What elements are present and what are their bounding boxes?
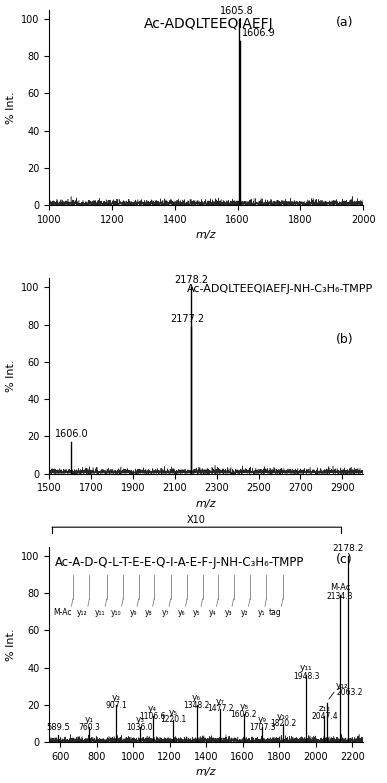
Text: y₄: y₄ bbox=[148, 705, 157, 713]
Text: 1820.2: 1820.2 bbox=[270, 720, 296, 728]
Text: 2134.3: 2134.3 bbox=[327, 592, 353, 601]
Text: y₁₂: y₁₂ bbox=[77, 608, 88, 617]
Text: z₁₂: z₁₂ bbox=[319, 705, 330, 713]
Text: 1477.2: 1477.2 bbox=[207, 705, 233, 713]
Text: 2047.4: 2047.4 bbox=[311, 712, 338, 721]
Text: tag: tag bbox=[269, 608, 281, 617]
Text: Ac-ADQLTEEQIAEFJ-NH-C₃H₆-TMPP: Ac-ADQLTEEQIAEFJ-NH-C₃H₆-TMPP bbox=[187, 284, 373, 294]
Text: y₁: y₁ bbox=[257, 608, 265, 617]
Text: 1220.1: 1220.1 bbox=[160, 716, 187, 724]
X-axis label: m/z: m/z bbox=[196, 230, 216, 240]
Text: 2178.2: 2178.2 bbox=[174, 275, 208, 285]
Text: y₉: y₉ bbox=[130, 608, 137, 617]
Text: 2177.2: 2177.2 bbox=[170, 314, 204, 324]
Text: 589.5: 589.5 bbox=[46, 723, 70, 732]
Text: 1606.0: 1606.0 bbox=[55, 429, 88, 439]
Text: 760.3: 760.3 bbox=[79, 723, 100, 732]
Text: y₈: y₈ bbox=[239, 702, 248, 712]
Text: y₈: y₈ bbox=[145, 608, 152, 617]
Text: y₂: y₂ bbox=[112, 693, 121, 702]
Text: Ac-ADQLTEEQIAEFJ: Ac-ADQLTEEQIAEFJ bbox=[144, 17, 273, 31]
Text: y₂: y₂ bbox=[241, 608, 248, 617]
Y-axis label: % Int.: % Int. bbox=[5, 628, 15, 661]
Text: 1606.2: 1606.2 bbox=[231, 710, 257, 719]
Text: y₁₀: y₁₀ bbox=[277, 712, 289, 721]
X-axis label: m/z: m/z bbox=[196, 767, 216, 778]
Text: y₃: y₃ bbox=[135, 716, 144, 724]
Text: y₇: y₇ bbox=[216, 697, 225, 705]
Text: y₁₀: y₁₀ bbox=[111, 608, 122, 617]
Text: y₅: y₅ bbox=[169, 708, 178, 717]
Text: 907.1: 907.1 bbox=[105, 701, 127, 709]
Y-axis label: % Int.: % Int. bbox=[5, 359, 15, 392]
Text: 1036.0: 1036.0 bbox=[127, 723, 153, 732]
Text: y₁: y₁ bbox=[85, 716, 94, 724]
Text: (b): (b) bbox=[336, 333, 354, 346]
Text: y₇: y₇ bbox=[161, 608, 169, 617]
Text: 1606.9: 1606.9 bbox=[242, 28, 276, 38]
Text: M-Ac: M-Ac bbox=[53, 608, 71, 617]
Text: y₅: y₅ bbox=[193, 608, 201, 617]
Text: 2178.2: 2178.2 bbox=[332, 544, 364, 554]
Text: 1707.3: 1707.3 bbox=[249, 723, 276, 732]
Text: 1948.3: 1948.3 bbox=[293, 672, 320, 680]
Y-axis label: % Int.: % Int. bbox=[5, 91, 15, 124]
Text: y₉: y₉ bbox=[258, 716, 267, 724]
Text: X10: X10 bbox=[187, 515, 206, 525]
Text: (a): (a) bbox=[336, 16, 354, 28]
Text: 2063.2: 2063.2 bbox=[336, 688, 363, 698]
Text: y₃: y₃ bbox=[224, 608, 232, 617]
Text: M-Ac: M-Ac bbox=[330, 583, 350, 592]
Text: y₆: y₆ bbox=[192, 693, 201, 702]
Text: (c): (c) bbox=[336, 553, 352, 565]
Text: y₄: y₄ bbox=[209, 608, 216, 617]
Text: Ac-A-D-Q-L-T-E-E-Q-I-A-E-F-J-NH-C₃H₆-TMPP: Ac-A-D-Q-L-T-E-E-Q-I-A-E-F-J-NH-C₃H₆-TMP… bbox=[55, 556, 304, 569]
Text: y₁₂: y₁₂ bbox=[336, 681, 349, 690]
Text: 1106.6: 1106.6 bbox=[139, 712, 166, 721]
Text: 1348.2: 1348.2 bbox=[183, 701, 210, 709]
Text: y₁₁: y₁₁ bbox=[94, 608, 105, 617]
Text: 1605.8: 1605.8 bbox=[220, 6, 254, 16]
Text: y₆: y₆ bbox=[178, 608, 185, 617]
Text: y₁₁: y₁₁ bbox=[300, 663, 313, 673]
X-axis label: m/z: m/z bbox=[196, 499, 216, 509]
